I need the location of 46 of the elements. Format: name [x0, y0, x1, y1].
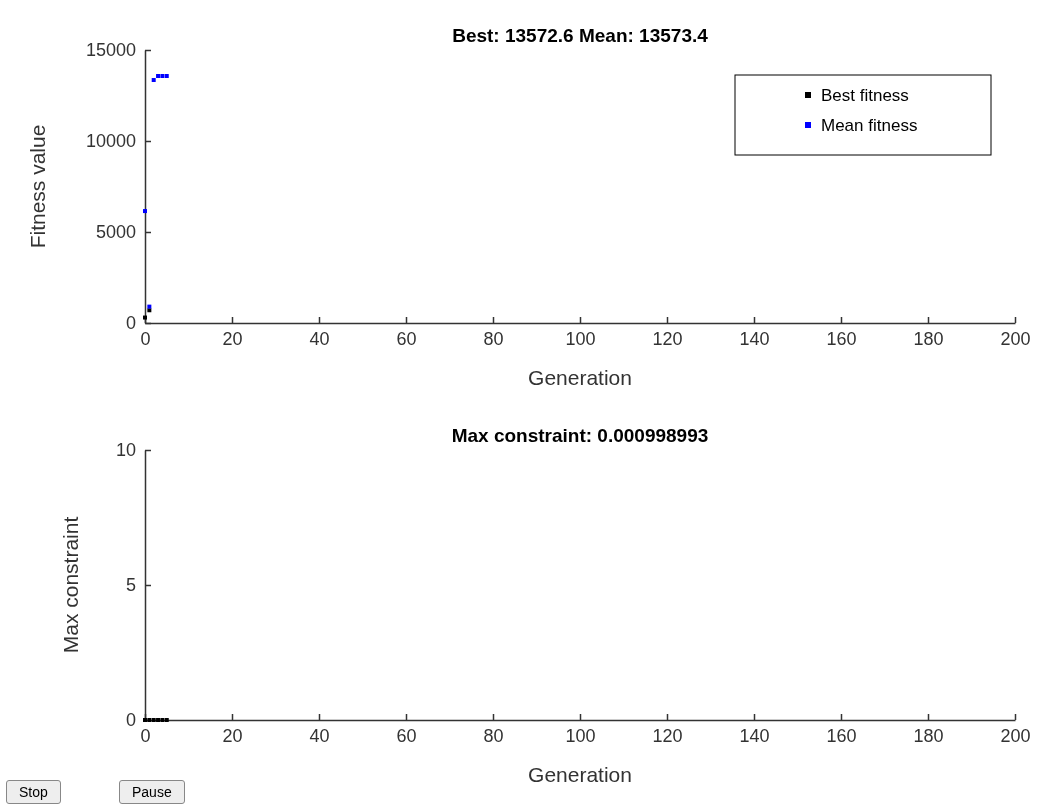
point — [160, 74, 165, 79]
legend-label: Mean fitness — [821, 116, 918, 135]
y-axis-title: Max constraint — [59, 516, 82, 654]
point — [156, 74, 161, 79]
x-tick-label: 40 — [309, 328, 330, 349]
x-tick-label: 60 — [396, 328, 417, 349]
x-axis-title: Generation — [528, 763, 632, 786]
y-tick-label: 5 — [125, 575, 136, 596]
chart-title: Best: 13572.6 Mean: 13573.4 — [452, 25, 709, 46]
x-tick-label: 100 — [565, 725, 596, 746]
x-tick-label: 0 — [140, 328, 151, 349]
x-tick-label: 200 — [1000, 328, 1031, 349]
button: Pause — [119, 780, 185, 804]
point — [151, 78, 156, 83]
x-tick-label: 80 — [483, 725, 504, 746]
y-tick-label: 10000 — [85, 131, 136, 152]
x-tick-label: 120 — [652, 725, 683, 746]
y-tick-label: 5000 — [95, 222, 136, 243]
x-tick-label: 200 — [1000, 725, 1031, 746]
x-tick-label: 20 — [222, 328, 243, 349]
x-tick-label: 180 — [913, 328, 944, 349]
x-tick-label: 160 — [826, 328, 857, 349]
point — [143, 315, 147, 320]
x-tick-label: 180 — [913, 725, 944, 746]
chart-title: Max constraint: 0.000998993 — [451, 425, 709, 446]
x-tick-label: 120 — [652, 328, 683, 349]
y-tick-label: 15000 — [85, 40, 136, 61]
x-tick-label: 60 — [396, 725, 417, 746]
x-tick-label: 0 — [140, 725, 151, 746]
point — [164, 74, 169, 79]
x-tick-label: 100 — [565, 328, 596, 349]
button: Stop — [6, 780, 61, 804]
x-axis-title: Generation — [528, 366, 632, 389]
x-tick-label: 160 — [826, 725, 857, 746]
legend-label: Best fitness — [821, 86, 909, 105]
x-tick-label: 140 — [739, 328, 770, 349]
point — [147, 304, 152, 309]
x-tick-label: 80 — [483, 328, 504, 349]
x-tick-label: 40 — [309, 725, 330, 746]
y-tick-label: 0 — [125, 710, 136, 731]
y-tick-label: 10 — [115, 440, 136, 461]
point — [143, 209, 147, 214]
y-axis-title: Fitness value — [26, 124, 49, 249]
x-tick-label: 140 — [739, 725, 770, 746]
y-tick-label: 0 — [125, 313, 136, 334]
x-tick-label: 20 — [222, 725, 243, 746]
